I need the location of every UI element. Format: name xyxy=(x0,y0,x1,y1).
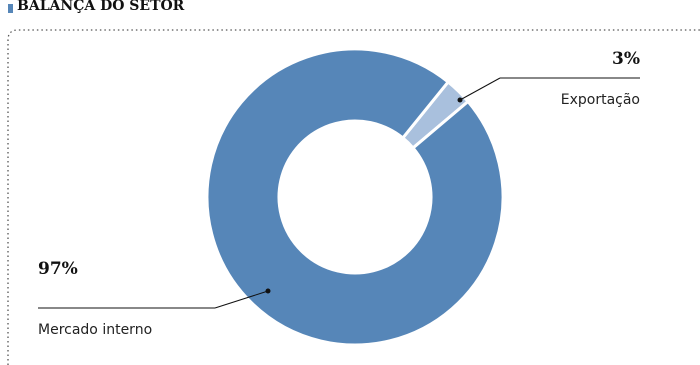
leader-line xyxy=(459,77,501,101)
title-marker xyxy=(8,4,13,13)
value-label: 97% xyxy=(38,259,78,279)
leader-dot xyxy=(457,97,463,103)
leader-dot xyxy=(265,288,271,294)
leader-line xyxy=(214,290,269,309)
donut xyxy=(205,47,505,347)
value-label: 3% xyxy=(612,49,640,69)
panel-border xyxy=(7,29,700,365)
category-label: Exportação xyxy=(561,92,640,108)
chart-title: BALANÇA DO SETOR xyxy=(17,0,185,14)
category-label: Mercado interno xyxy=(38,322,152,338)
donut-slice xyxy=(205,47,505,347)
